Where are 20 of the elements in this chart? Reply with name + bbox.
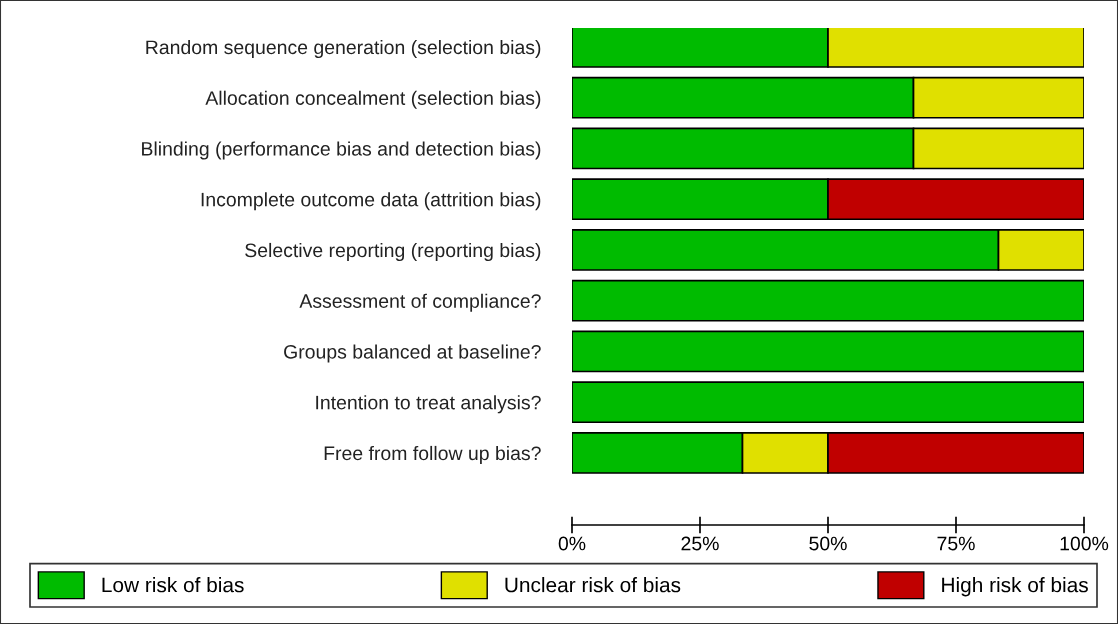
y-tick-label: Blinding (performance bias and detection bias) — [142, 141, 541, 160]
x-tick-label: 75% — [937, 536, 975, 551]
bar — [572, 330, 1084, 373]
bar — [572, 381, 1084, 424]
y-tick-label: Random sequence generation (selection bias) — [146, 39, 541, 59]
y-tick-label: Free from follow up bias? — [324, 445, 541, 465]
y-tick-label: Groups balanced at baseline? — [284, 344, 541, 363]
y-tick-label: Selective reporting (reporting bias) — [245, 242, 541, 262]
x-tick-label: 100% — [1060, 536, 1109, 551]
y-tick-label: Assessment of compliance? — [299, 293, 541, 312]
x-tick-label: 25% — [681, 536, 719, 551]
y-tick-label: Intention to treat analysis? — [316, 395, 541, 414]
legend-label: Low risk of bias — [102, 577, 244, 593]
legend-label: Unclear risk of bias — [505, 577, 681, 593]
bar — [572, 279, 1084, 322]
x-tick-label: 0% — [558, 536, 586, 551]
x-tick-label: 50% — [809, 536, 847, 551]
y-tick-label: Allocation concealment (selection bias) — [205, 90, 541, 109]
legend-label: High risk of bias — [942, 577, 1088, 597]
y-tick-label: Incomplete outcome data (attrition bias) — [201, 192, 541, 211]
